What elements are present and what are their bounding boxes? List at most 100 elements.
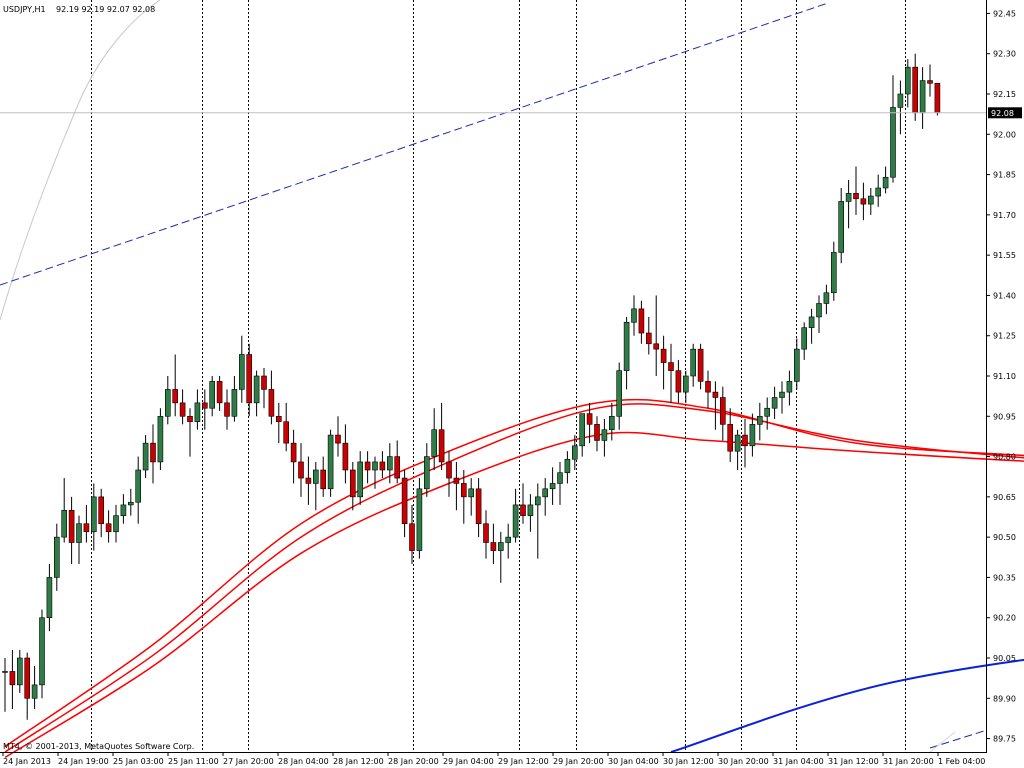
candle-body-107: [793, 348, 800, 382]
candle-body-90: [668, 362, 674, 371]
candle-86: [638, 300, 645, 344]
candle-body-92: [682, 375, 689, 393]
candle-78: [579, 413, 586, 457]
price-tick-label-3: 92.00: [993, 130, 1016, 139]
candle-80: [594, 416, 600, 452]
candle-21: [157, 408, 164, 470]
candle-44: [327, 429, 334, 497]
candle-100: [742, 418, 748, 468]
candle-body-40: [298, 461, 304, 479]
candle-body-16: [120, 504, 127, 516]
candle-125: [927, 64, 933, 97]
ohlc-label: 92.19 92.19 92.07 92.08: [56, 5, 155, 14]
candle-37: [275, 402, 282, 444]
candle-34: [253, 370, 260, 417]
candle-27: [202, 389, 208, 430]
time-tick-label-2: 25 Jan 03:00: [113, 757, 164, 766]
candle-body-53: [394, 456, 401, 479]
candle-95: [705, 370, 711, 409]
ma-red-1: [4, 398, 1024, 748]
candle-104: [771, 386, 778, 419]
candle-108: [801, 322, 808, 360]
candle-18: [135, 456, 141, 524]
candle-36: [268, 370, 275, 425]
candle-73: [542, 478, 549, 516]
candle-body-4: [31, 684, 38, 699]
candle-90: [668, 343, 674, 403]
time-tick-label-14: 31 Jan 04:00: [773, 757, 824, 766]
candle-55: [409, 504, 415, 564]
candle-body-69: [512, 504, 519, 538]
candle-97: [719, 386, 726, 441]
candle-body-87: [645, 332, 652, 345]
price-tick-label-7: 91.40: [993, 291, 1016, 300]
time-tick-label-13: 30 Jan 20:00: [718, 757, 769, 766]
candle-body-108: [801, 327, 808, 350]
price-axis-ticks: 92.45 92.30 92.15 92.00 91.85 91.70 91.55 91.40…: [986, 9, 1016, 744]
candle-40: [298, 443, 304, 497]
candle-body-0: [2, 671, 8, 673]
candle-body-15: [113, 515, 119, 533]
candle-body-112: [830, 252, 837, 294]
candle-body-65: [483, 523, 489, 543]
candle-body-21: [157, 415, 164, 463]
price-tick-label-15: 90.20: [993, 614, 1016, 623]
candle-body-114: [845, 193, 852, 202]
candle-15: [113, 504, 119, 543]
candle-body-95: [705, 381, 711, 393]
time-tick-label-15: 31 Jan 12:00: [828, 757, 879, 766]
candlesticks: [2, 53, 941, 720]
candle-91: [675, 359, 682, 403]
candle-body-19: [142, 442, 149, 471]
candle-body-37: [275, 415, 282, 422]
time-tick-label-4: 27 Jan 20:00: [223, 757, 274, 766]
candle-body-36: [268, 389, 275, 417]
candle-body-23: [172, 389, 178, 404]
bid-label: 92.08: [991, 109, 1014, 118]
bid-label-box: [988, 107, 1022, 119]
candle-body-125: [927, 80, 933, 84]
candle-body-11: [83, 523, 90, 533]
candle-body-78: [579, 413, 586, 447]
price-tick-label-0: 92.45: [993, 9, 1016, 18]
time-tick-label-0: 24 Jan 2013: [3, 757, 51, 766]
candle-body-45: [335, 434, 341, 444]
candle-45: [335, 416, 341, 457]
candle-body-109: [808, 316, 815, 328]
candle-121: [897, 80, 904, 135]
candle-81: [601, 418, 608, 457]
candle-body-32: [239, 354, 245, 390]
candle-body-123: [912, 66, 919, 114]
time-tick-label-5: 28 Jan 04:00: [278, 757, 329, 766]
time-tick-label-6: 28 Jan 12:00: [333, 757, 384, 766]
price-tick-label-13: 90.50: [993, 533, 1016, 542]
time-tick-label-11: 30 Jan 04:00: [608, 757, 659, 766]
candle-107: [793, 338, 800, 390]
candle-126: [934, 82, 941, 116]
candle-body-121: [897, 93, 904, 108]
upper-channel-line: [0, 2, 829, 286]
candle-body-80: [594, 424, 600, 441]
candle-body-8: [61, 509, 68, 538]
price-tick-label-8: 91.25: [993, 332, 1016, 341]
candle-body-2: [16, 657, 23, 686]
candle-body-29: [216, 381, 223, 404]
time-tick-label-16: 31 Jan 20:00: [883, 757, 934, 766]
candle-9: [68, 496, 75, 564]
candle-body-9: [68, 509, 75, 543]
candle-body-124: [919, 80, 926, 114]
candle-body-89: [660, 348, 667, 363]
candle-115: [853, 166, 859, 215]
time-tick-label-8: 29 Jan 04:00: [443, 757, 494, 766]
candle-body-100: [742, 434, 748, 447]
candle-60: [446, 451, 452, 497]
candle-body-22: [165, 389, 171, 417]
candle-31: [231, 376, 238, 422]
candle-79: [586, 402, 593, 444]
time-axis-ticks: 24 Jan 2013 24 Jan 19:00 25 Jan 03:00 25 Ja…: [2, 752, 985, 766]
candle-body-96: [712, 391, 719, 398]
candle-body-31: [231, 389, 238, 417]
candle-69: [512, 488, 519, 543]
candle-39: [290, 429, 297, 484]
